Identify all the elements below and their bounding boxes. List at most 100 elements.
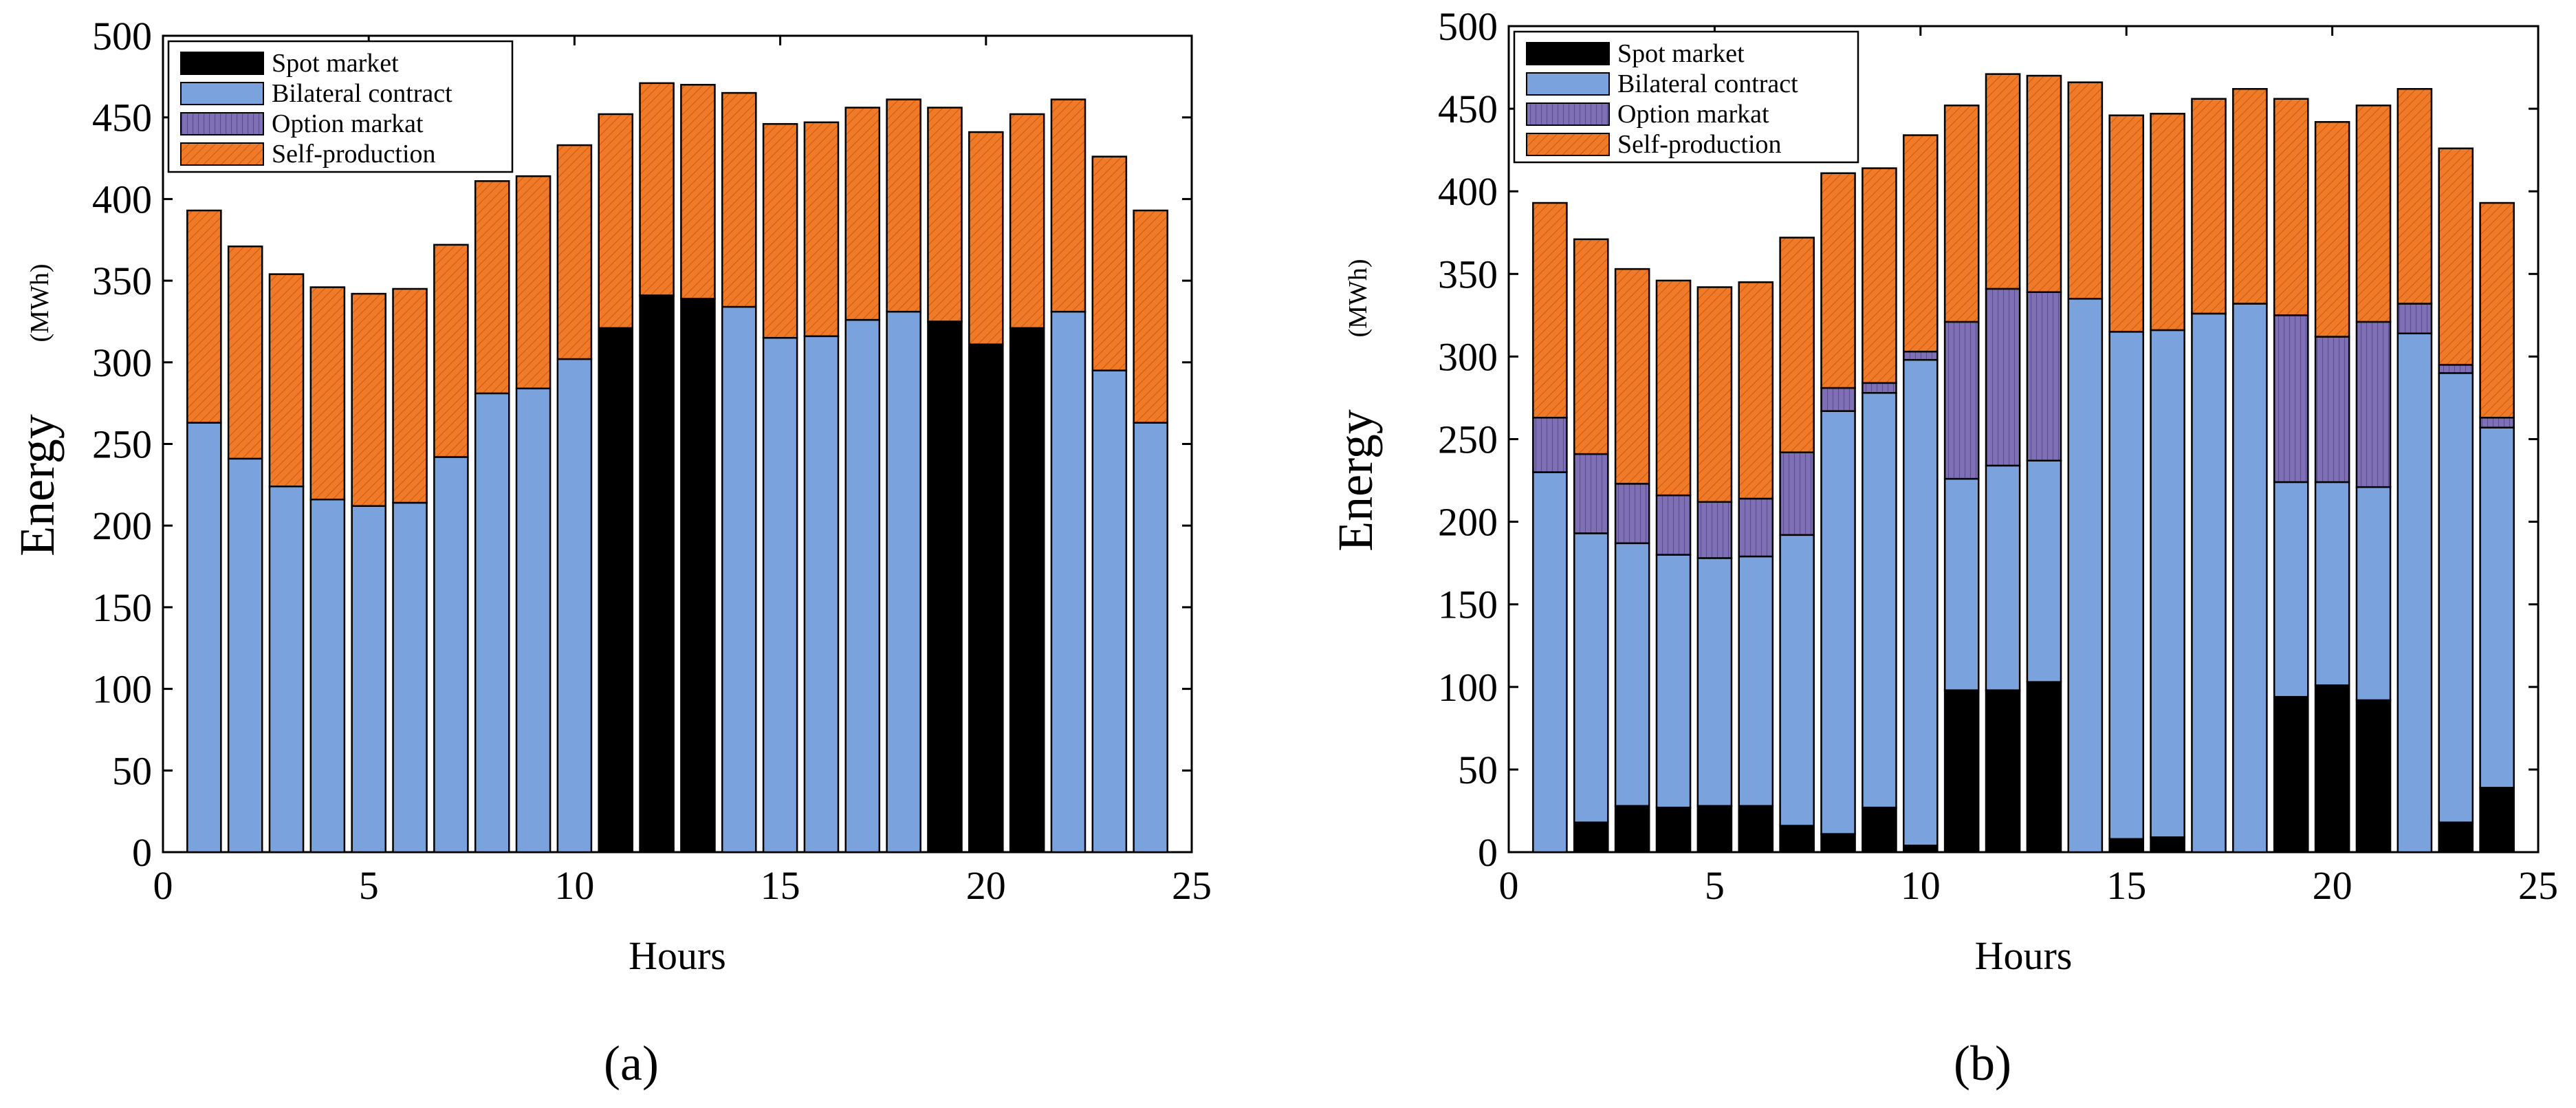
bar-spot [1696,805,1733,854]
legend-swatch-self [1526,133,1610,156]
legend-label-bilateral: Bilateral contract [272,79,452,108]
y-tick-label: 50 [1458,748,1498,792]
bar-bilateral [2067,298,2104,854]
y-tick-label: 450 [92,96,152,140]
x-tick-label: 10 [554,863,594,908]
bar-bilateral [762,336,798,854]
y-tick-label: 100 [92,667,152,712]
bar-self [2355,105,2392,323]
legend-swatch-spot [180,52,264,75]
bar-spot [1573,821,1609,854]
bar-self [1985,73,2021,290]
bar-spot [2314,684,2350,854]
legend-swatch-spot [1526,42,1610,65]
bar-self [309,286,346,501]
bar-option [2026,291,2062,461]
legend-swatch-option [180,112,264,135]
bar-option [1902,350,1939,361]
y-tick-label: 400 [1438,169,1498,214]
bar-self [1779,237,1815,453]
bar-bilateral [433,456,469,854]
bar-bilateral [515,387,552,854]
y-tick-label: 50 [112,748,152,793]
y-tick-label: 200 [92,503,152,548]
bar-bilateral [1696,557,1733,807]
bar-spot [1779,825,1815,854]
legend-label-spot: Spot market [1617,39,1745,68]
bar-bilateral [1133,422,1168,854]
bar-bilateral [2191,312,2227,854]
bar-self [1655,279,1692,497]
y-tick-label: 500 [1438,4,1498,49]
bar-self [2438,147,2474,366]
bar-bilateral [886,310,921,854]
bar-self [721,91,757,308]
bar-self [2026,74,2062,293]
bar-spot [1614,805,1650,854]
bar-self [1738,281,1774,500]
bar-bilateral [186,422,222,854]
bar-bilateral [2273,481,2309,698]
x-tick-label: 15 [761,863,800,908]
bar-option [1820,387,1856,412]
x-axis-label: Hours [629,933,726,978]
y-tick-label: 150 [92,585,152,630]
bar-option [2479,417,2515,428]
bar-self [1902,134,1939,353]
bar-self [1050,98,1087,313]
x-tick-label: 20 [2313,863,2353,908]
x-tick-label: 20 [966,863,1006,908]
bar-self [1862,167,1897,384]
y-axis-label: Energy [10,414,65,556]
bar-self [1133,209,1168,424]
bar-self [268,273,305,488]
bar-option [1779,451,1815,536]
bar-self [2314,121,2350,338]
bar-bilateral [2479,426,2515,789]
y-axis-unit: (MWh) [1344,259,1373,338]
bar-option [1943,321,1980,480]
bar-self [515,175,552,390]
bar-bilateral [351,505,386,854]
bar-option [1573,453,1609,534]
bar-spot [1943,689,1980,854]
bar-self [1532,202,1568,419]
bar-bilateral [268,485,305,854]
bar-self [2397,88,2433,305]
bar-self [968,131,1004,345]
bar-option [2314,336,2350,484]
panel-a-caption: (a) [604,1036,659,1091]
bar-bilateral [227,457,263,854]
bar-bilateral [1985,464,2021,691]
bar-bilateral [1820,410,1856,835]
y-tick-label: 350 [92,259,152,303]
bar-spot [2479,787,2515,854]
bar-self [392,287,428,504]
x-tick-label: 25 [1172,863,1212,908]
bar-self [556,144,593,360]
bar-spot [2438,821,2474,854]
bar-option [2273,314,2309,484]
bar-spot [2108,838,2145,854]
y-tick-label: 100 [1438,665,1498,710]
bar-spot [2273,695,2309,854]
bar-self [474,180,510,395]
bar-self [803,121,840,338]
bar-self [680,83,716,300]
bar-self [186,209,222,424]
y-tick-label: 300 [92,340,152,385]
bar-bilateral [1902,358,1939,847]
bar-self [1943,105,1980,323]
bar-self [844,107,881,321]
y-tick-label: 250 [92,422,152,467]
legend-label-option: Option markat [1617,100,1769,129]
bar-bilateral [2397,332,2433,854]
bar-option [1738,497,1774,558]
bar-spot [1820,833,1856,854]
x-tick-label: 0 [1499,863,1519,908]
bar-option [1696,501,1733,559]
bar-option [2355,321,2392,488]
legend-swatch-self [180,142,264,166]
